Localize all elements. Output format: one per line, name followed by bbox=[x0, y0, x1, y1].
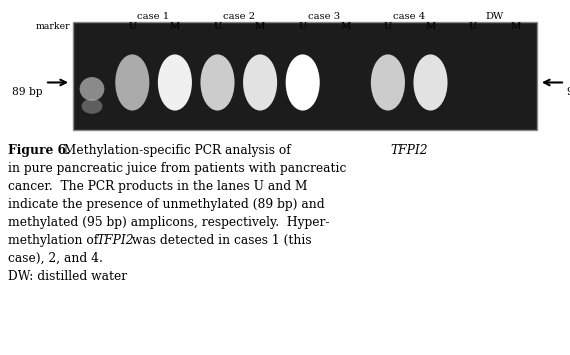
Text: U: U bbox=[128, 22, 136, 31]
Ellipse shape bbox=[201, 54, 234, 110]
Text: M: M bbox=[170, 22, 180, 31]
Text: methylation of: methylation of bbox=[8, 234, 102, 247]
Text: case 1: case 1 bbox=[137, 12, 170, 21]
Text: 89 bp: 89 bp bbox=[13, 87, 43, 98]
Ellipse shape bbox=[158, 54, 192, 110]
Text: U: U bbox=[213, 22, 222, 31]
Ellipse shape bbox=[413, 54, 447, 110]
Text: Methylation-specific PCR analysis of: Methylation-specific PCR analysis of bbox=[60, 144, 295, 157]
Text: 95 bp: 95 bp bbox=[567, 87, 570, 98]
Text: marker: marker bbox=[35, 22, 70, 31]
Text: M: M bbox=[511, 22, 521, 31]
Text: U: U bbox=[299, 22, 307, 31]
Text: Figure 6.: Figure 6. bbox=[8, 144, 70, 157]
Ellipse shape bbox=[286, 54, 320, 110]
Text: M: M bbox=[425, 22, 435, 31]
Text: indicate the presence of unmethylated (89 bp) and: indicate the presence of unmethylated (8… bbox=[8, 198, 325, 211]
Text: U: U bbox=[384, 22, 392, 31]
Text: case 2: case 2 bbox=[223, 12, 255, 21]
Text: case), 2, and 4.: case), 2, and 4. bbox=[8, 252, 103, 265]
Text: M: M bbox=[340, 22, 351, 31]
Ellipse shape bbox=[243, 54, 277, 110]
Text: case 4: case 4 bbox=[393, 12, 425, 21]
Text: DW: distilled water: DW: distilled water bbox=[8, 270, 127, 283]
Text: U: U bbox=[469, 22, 477, 31]
Text: cancer.  The PCR products in the lanes U and M: cancer. The PCR products in the lanes U … bbox=[8, 180, 307, 193]
Ellipse shape bbox=[82, 99, 103, 114]
Text: in pure pancreatic juice from patients with pancreatic: in pure pancreatic juice from patients w… bbox=[8, 162, 347, 175]
Ellipse shape bbox=[80, 77, 104, 101]
Bar bbox=[73, 22, 537, 130]
Ellipse shape bbox=[115, 54, 149, 110]
Text: TFPI2: TFPI2 bbox=[96, 234, 133, 247]
Text: methylated (95 bp) amplicons, respectively.  Hyper-: methylated (95 bp) amplicons, respective… bbox=[8, 216, 329, 229]
Text: was detected in cases 1 (this: was detected in cases 1 (this bbox=[128, 234, 312, 247]
Text: M: M bbox=[255, 22, 265, 31]
Ellipse shape bbox=[371, 54, 405, 110]
Text: DW: DW bbox=[485, 12, 503, 21]
Text: TFPI2: TFPI2 bbox=[390, 144, 428, 157]
Text: case 3: case 3 bbox=[308, 12, 340, 21]
